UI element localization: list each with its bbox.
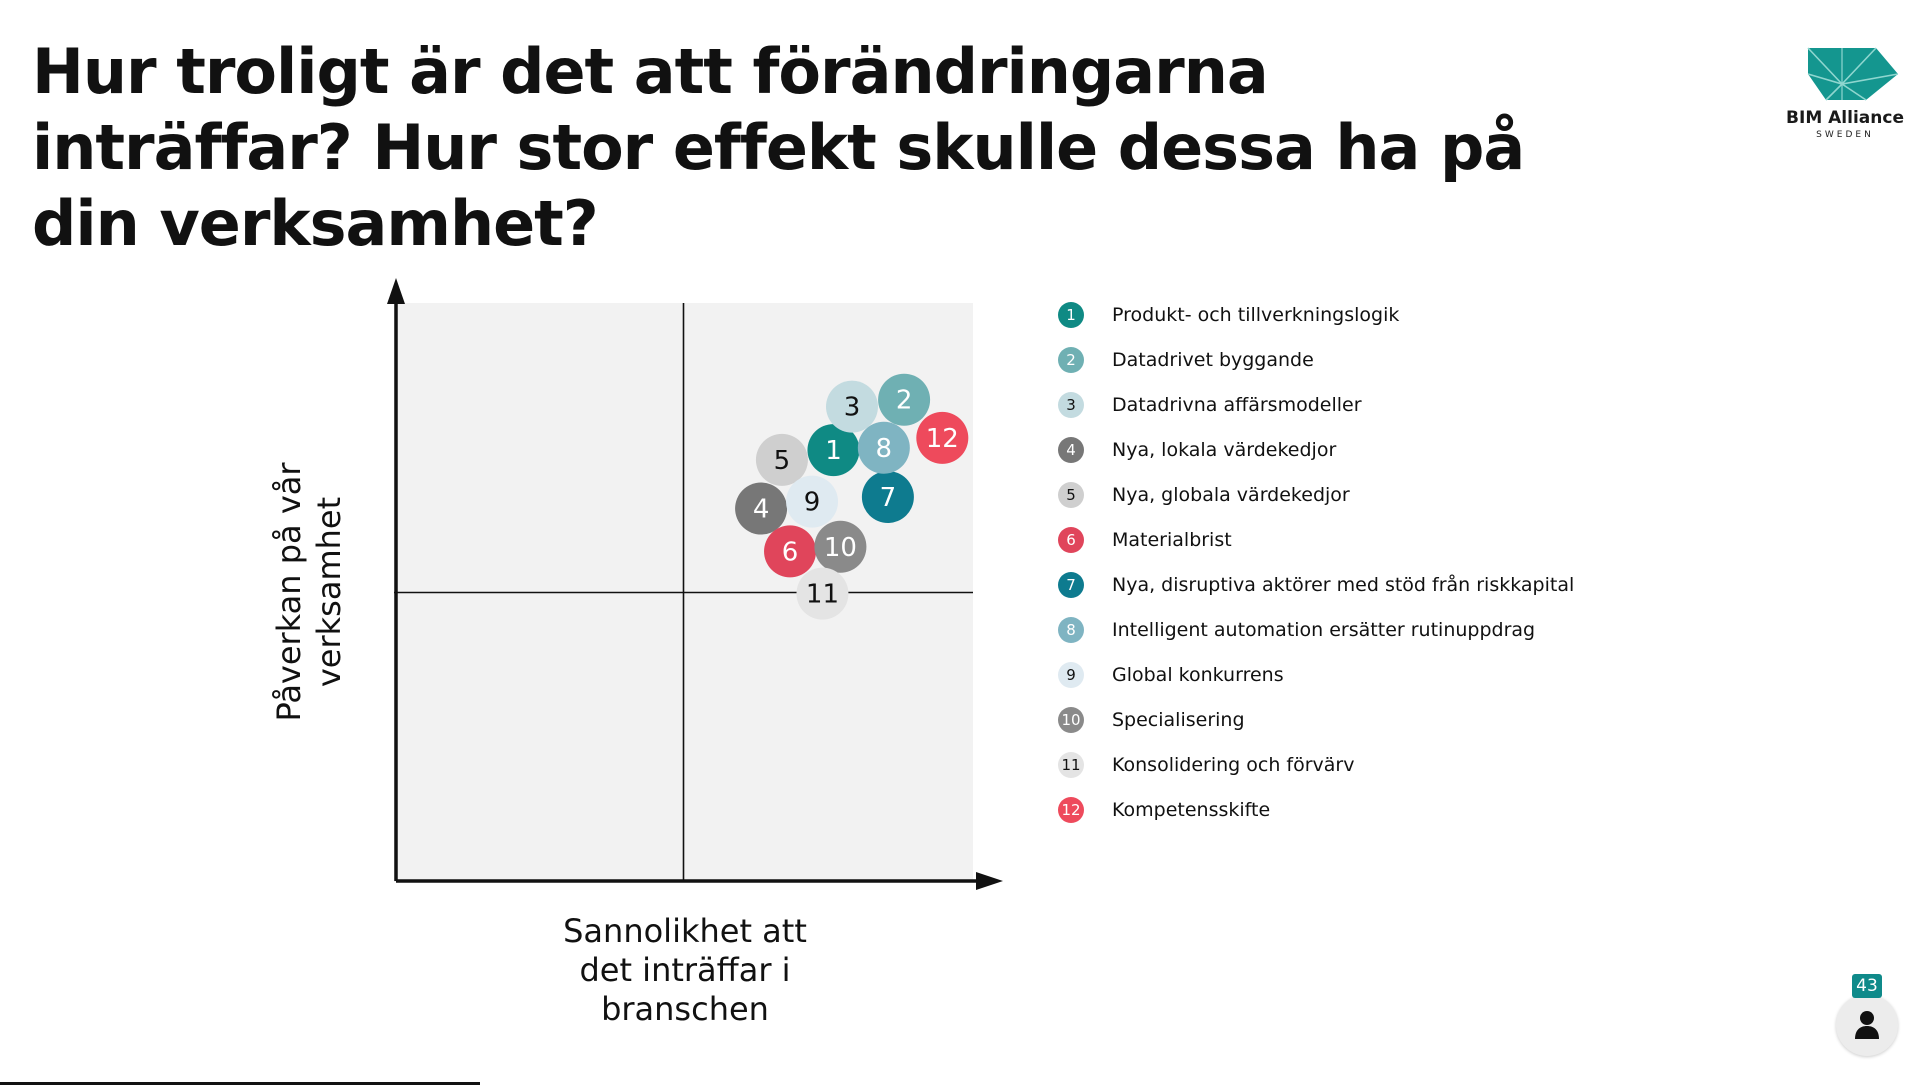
data-label-5: 5	[774, 446, 791, 476]
legend-item-7: 7 Nya, disruptiva aktörer med stöd från r…	[1058, 568, 1574, 602]
legend-marker-7: 7	[1058, 572, 1084, 598]
data-label-3: 3	[844, 393, 861, 423]
data-point-12	[916, 411, 969, 464]
legend-item-9: 9 Global konkurrens	[1058, 658, 1284, 692]
legend-item-12: 12 Kompetensskifte	[1058, 793, 1270, 827]
data-label-6: 6	[782, 537, 799, 567]
legend-item-3: 3 Datadrivna affärsmodeller	[1058, 388, 1362, 422]
legend-item-6: 6 Materialbrist	[1058, 523, 1232, 557]
data-point-8	[857, 421, 910, 474]
legend-marker-4: 4	[1058, 437, 1084, 463]
legend-marker-8: 8	[1058, 617, 1084, 643]
data-label-12: 12	[926, 424, 959, 454]
legend-label-10: Specialisering	[1112, 709, 1245, 731]
page-title: Hur troligt är det att förändringarna in…	[32, 35, 1525, 260]
legend-marker-10: 10	[1058, 707, 1084, 733]
x-axis-label: Sannolikhet att det inträffar i branschen	[563, 912, 807, 1028]
legend-label-3: Datadrivna affärsmodeller	[1112, 394, 1362, 416]
data-point-1	[807, 424, 860, 477]
data-label-9: 9	[804, 488, 821, 518]
data-point-6	[764, 525, 817, 578]
data-label-4: 4	[753, 495, 770, 525]
data-point-4	[735, 482, 788, 535]
legend-label-12: Kompetensskifte	[1112, 799, 1271, 821]
data-point-2	[878, 373, 931, 426]
legend-item-5: 5 Nya, globala värdekedjor	[1058, 478, 1350, 512]
data-label-1: 1	[825, 436, 842, 466]
impact-likelihood-matrix: Sannolikhet att det inträffar i branschen P…	[270, 278, 1003, 1028]
user-icon	[1855, 1011, 1879, 1039]
legend-item-11: 11 Konsolidering och förvärv	[1058, 748, 1354, 782]
data-label-2: 2	[896, 386, 913, 416]
data-label-11: 11	[806, 580, 839, 610]
legend-label-2: Datadrivet byggande	[1112, 349, 1314, 371]
legend-marker-6: 6	[1058, 527, 1084, 553]
legend-label-5: Nya, globala värdekedjor	[1112, 484, 1350, 506]
user-button[interactable]	[1836, 994, 1898, 1056]
bim-alliance-logo-icon	[1807, 47, 1899, 101]
data-point-3	[825, 380, 878, 433]
legend-marker-5: 5	[1058, 482, 1084, 508]
logo-subtitle: SWEDEN	[1816, 130, 1874, 140]
legend-marker-12: 12	[1058, 797, 1084, 823]
data-label-10: 10	[824, 533, 857, 563]
legend-marker-11: 11	[1058, 752, 1084, 778]
legend-marker-3: 3	[1058, 392, 1084, 418]
legend-label-11: Konsolidering och förvärv	[1112, 754, 1355, 776]
legend-marker-1: 1	[1058, 302, 1084, 328]
data-point-7	[861, 470, 914, 523]
legend-item-1: 1 Produkt- och tillverkningslogik	[1058, 298, 1399, 332]
legend-label-6: Materialbrist	[1112, 529, 1232, 551]
data-point-9	[786, 475, 839, 528]
x-axis-arrow	[976, 872, 1003, 890]
page-number-badge: 43	[1852, 974, 1882, 998]
legend-marker-9: 9	[1058, 662, 1084, 688]
legend-item-10: 10 Specialisering	[1058, 703, 1245, 737]
legend-item-2: 2 Datadrivet byggande	[1058, 343, 1314, 377]
data-label-8: 8	[876, 434, 893, 464]
legend-item-4: 4 Nya, lokala värdekedjor	[1058, 433, 1336, 467]
y-axis-arrow	[387, 278, 405, 304]
legend-label-1: Produkt- och tillverkningslogik	[1112, 304, 1400, 326]
legend-label-7: Nya, disruptiva aktörer med stöd från ri…	[1112, 574, 1575, 596]
logo-name: BIM Alliance	[1786, 108, 1904, 128]
data-point-10	[814, 520, 867, 573]
data-label-7: 7	[880, 483, 897, 513]
legend-marker-2: 2	[1058, 347, 1084, 373]
y-axis-label: Påverkan på vårverksamhet	[270, 462, 348, 722]
data-point-11	[796, 567, 849, 620]
legend-label-9: Global konkurrens	[1112, 664, 1284, 686]
legend-label-8: Intelligent automation ersätter rutinupp…	[1112, 619, 1536, 641]
legend-item-8: 8 Intelligent automation ersätter rutinup…	[1058, 613, 1535, 647]
legend-label-4: Nya, lokala värdekedjor	[1112, 439, 1337, 461]
data-point-5	[755, 433, 808, 486]
